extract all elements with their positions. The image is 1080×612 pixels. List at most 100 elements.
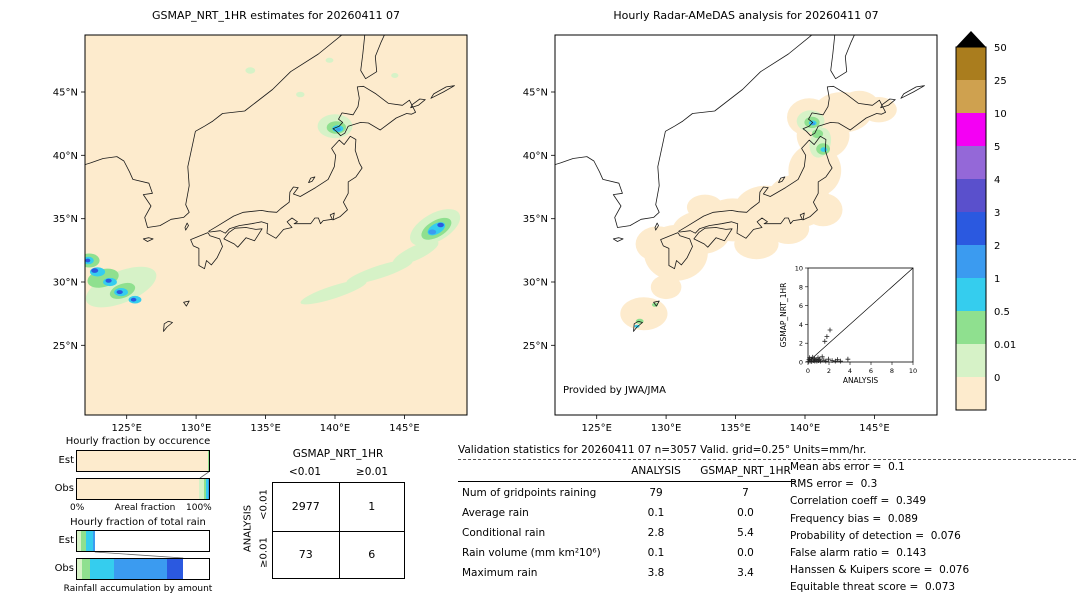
colorbar-tick-label: 3 [994,208,1000,219]
validation-gsmap-value: 0.0 [737,507,754,519]
precip-cell [820,147,828,152]
bar-segment [208,451,209,471]
validation-row: Conditional rain 2.8 5.4 [458,524,798,544]
bar-segment [90,559,114,579]
validation-analysis-value: 0.1 [647,547,665,559]
stats-list: Mean abs error = 0.1 RMS error = 0.3 Corre… [790,461,969,599]
coastline [555,85,925,360]
y-tick-label: 25°N [523,341,548,352]
validation-gsmap-value: 5.4 [737,527,754,539]
occurrence-obs-bar [76,478,210,500]
bar-segment [92,531,96,551]
inset-y-tick: 4 [799,321,803,329]
inset-x-tick: 2 [827,367,831,375]
validation-row-label: Maximum rain [462,567,538,579]
colorbar-segment [956,80,986,113]
x-tick-label: 130°E [181,423,211,434]
validation-col-analysis: ANALYSIS [631,465,681,477]
left-map-title: GSMAP_NRT_1HR estimates for 20260411 07 [151,9,401,22]
total-rain-title: Hourly fraction of total rain [70,517,206,528]
occurrence-title: Hourly fraction by occurence [65,436,211,447]
total-est-label: Est [58,535,74,546]
areal-axis-min: 0% [70,503,85,513]
precip-cell [734,228,779,260]
precip-cell [130,297,137,302]
colorbar-tick-label: 2 [994,241,1000,252]
map-frame [84,34,468,416]
colorbar-segment [956,212,986,245]
precip-cell [245,67,256,74]
precip-cell [336,127,341,131]
x-tick-label: 130°E [651,423,681,434]
validation-gsmap-value: 7 [742,487,749,499]
validation-row: Rain volume (mm km²10⁶) 0.1 0.0 [458,544,798,564]
colorbar-segment [956,377,986,410]
precip-cell [105,278,112,283]
scatter-point [829,358,835,363]
stats-divider [458,459,1076,460]
bar-segment [182,559,209,579]
precip-cell [116,290,123,295]
colorbar-tick-label: 0 [994,373,1000,384]
contingency-cell: 6 [338,530,404,578]
areal-axis-label: Areal fraction [114,503,176,513]
scatter-point [823,358,829,364]
validation-rows: Num of gridpoints raining 79 7 Average rain… [458,484,798,584]
bar-segment [208,479,209,499]
precip-cell [803,193,843,227]
colorbar: 50 25 10 5 4 3 2 1 0.5 0.01 0 [955,31,1016,411]
x-tick-label: 125°E [581,423,611,434]
validation-row-label: Conditional rain [462,527,546,539]
y-tick-label: 25°N [53,341,78,352]
x-tick-label: 145°E [389,423,419,434]
bar-segment [77,479,200,499]
inset-x-tick: 8 [890,367,894,375]
scatter-point [818,358,823,364]
scatter-point [822,338,828,344]
total-obs-bar [76,558,210,580]
bar-segment [86,531,93,551]
colorbar-tick-label: 4 [994,175,1000,186]
total-obs-label: Obs [54,563,74,574]
contingency-table: 2977 1 73 6 [272,482,405,579]
inset-x-tick: 4 [848,367,852,375]
colorbar-tick-label: 0.5 [994,307,1010,318]
inset-y-tick: 10 [795,265,803,273]
validation-row-label: Num of gridpoints raining [462,487,597,499]
inset-x-tick: 10 [909,367,917,375]
total-est-bar [76,530,210,552]
inset-y-tick: 6 [799,302,803,310]
scatter-point [835,357,840,363]
stat-line: Correlation coeff = 0.349 [790,495,926,508]
contingency-col-label-2: ≥0.01 [355,466,389,478]
validation-analysis-value: 3.8 [647,567,665,579]
scatter-point [827,327,833,333]
scatter-point [838,358,843,364]
bar-segment [203,479,207,499]
y-tick-label: 45°N [523,88,548,99]
y-tick-label: 45°N [53,88,78,99]
precip-cell [392,240,439,266]
scatter-inset: 00 2 2 4 4 6 6 8 8 10 10 ANALYSIS GSMAP_NRT_1HR [779,265,917,386]
inset-x-tick: 6 [869,367,873,375]
bar-segment [113,559,167,579]
validation-row-label: Average rain [462,507,529,519]
precip-cell [85,258,91,263]
bar-segment [77,559,83,579]
contingency-col-label-1: <0.01 [288,466,322,478]
occurrence-est-label: Est [58,455,74,466]
validation-gsmap-value: 3.4 [737,567,754,579]
y-tick-label: 40°N [53,151,78,162]
contingency-cell: 2977 [291,500,320,514]
right-map-title: Hourly Radar-AMeDAS analysis for 2026041… [613,9,879,22]
precip-cell [620,297,668,331]
left-map: 125°E 130°E 135°E 140°E 145°E 45°N 40°N 35°N 30°… [53,34,468,434]
scatter-point [845,356,851,362]
validation-analysis-value: 2.8 [647,527,665,539]
validation-gsmap-value: 0.0 [737,547,754,559]
precip-cell [91,268,99,273]
precip-cell [650,275,682,300]
accumulation-label: Rainfall accumulation by amount [63,584,213,594]
colorbar-segment [956,344,986,377]
colorbar-segment [956,47,986,80]
